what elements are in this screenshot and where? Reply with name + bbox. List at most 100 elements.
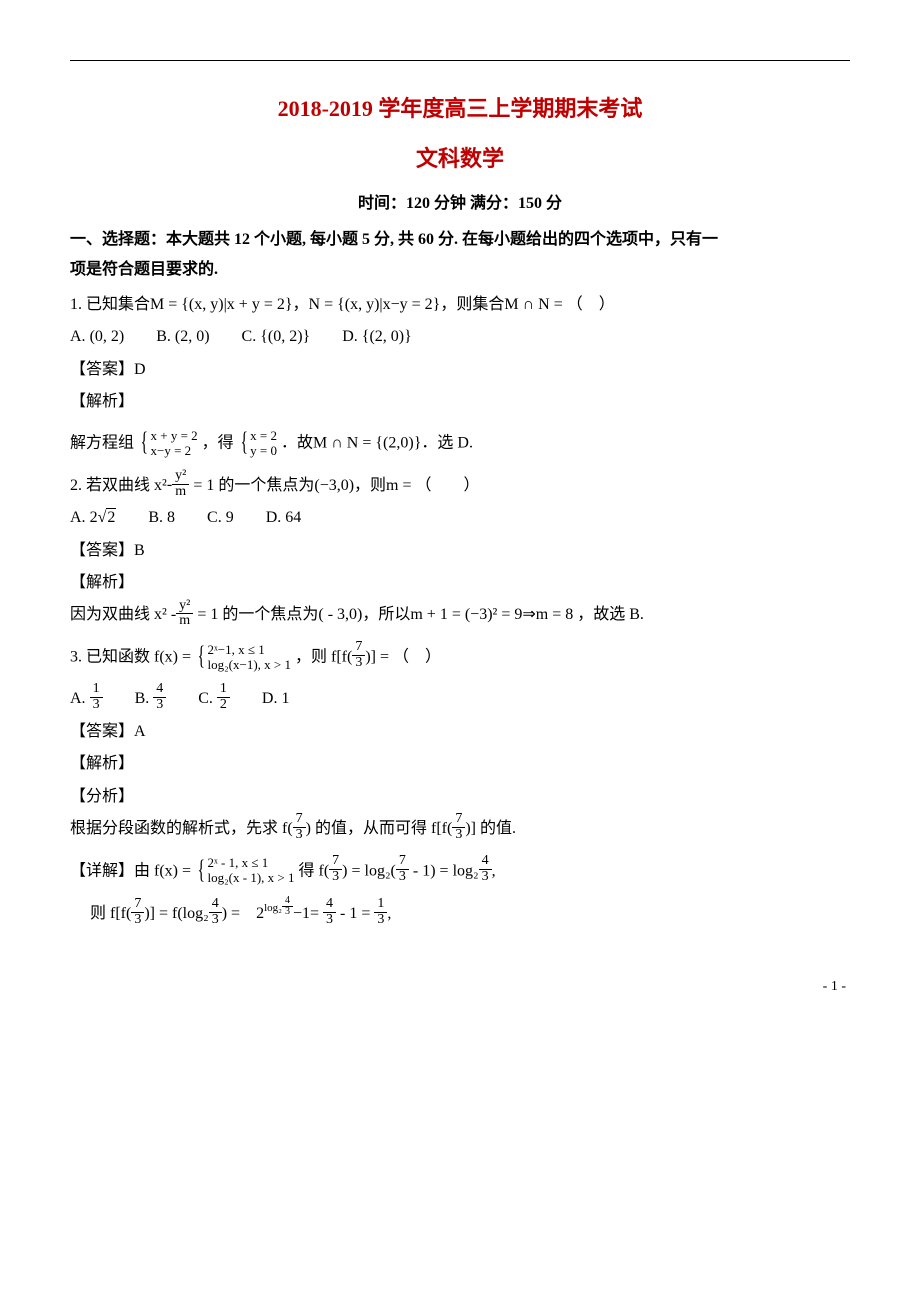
- q2-x2: x²: [154, 477, 167, 494]
- q3-det-log-post: - 1): [409, 862, 436, 879]
- q3-det-fx: f(x) =: [154, 862, 191, 879]
- q3-ana-f2-post: )]: [465, 820, 476, 837]
- q3-case2: log₂(x−1), x > 1: [208, 658, 291, 673]
- q1-optB: (2, 0): [175, 328, 210, 345]
- q1-exp-mid: ，得: [202, 435, 234, 452]
- q3-stem: 3. 已知函数 f(x) = {2ˣ−1, x ≤ 1log₂(x−1), x …: [70, 633, 850, 682]
- q2-optA: 2: [90, 509, 98, 526]
- q3-optA: 13: [90, 682, 103, 712]
- q1-answer: 【答案】D: [70, 355, 850, 385]
- q3-case1: 2ˣ−1, x ≤ 1: [208, 643, 291, 658]
- q3-cases: {2ˣ−1, x ≤ 1log₂(x−1), x > 1: [195, 633, 291, 682]
- q3-l2-pow-exp-pre: log₂: [264, 902, 282, 914]
- q3-l2-ff-pre: f[f(: [110, 905, 131, 922]
- q1-optC: {(0, 2)}: [260, 328, 310, 345]
- q2-sqrt-rad: 2: [106, 508, 116, 526]
- q3-det-log-den: 3: [396, 870, 409, 885]
- q3-l2-ff-den: 3: [131, 913, 144, 928]
- q3-l2-pre: 则: [90, 905, 106, 922]
- title-main: 2018-2019 学年度高三上学期期末考试: [70, 91, 850, 123]
- q3-det-log2-pre: log₂: [453, 862, 479, 879]
- q2-explain: 因为双曲线 x² -y²m = 1 的一个焦点为( - 3,0)，所以m + 1…: [70, 600, 850, 631]
- q3-l2-eq1: =: [159, 905, 168, 922]
- q3-ff-num: 7: [352, 640, 365, 656]
- q3-ana-tail: 的值.: [480, 820, 516, 837]
- q3-analyze-h: 【分析】: [70, 782, 850, 812]
- q1-explain-h: 【解析】: [70, 387, 850, 417]
- q3-det-f73-den: 3: [329, 870, 342, 885]
- q2-sqrt: 2: [98, 503, 117, 533]
- q3-l2-r2-frac: 13: [374, 897, 387, 927]
- q3-l2-flog-num: 4: [209, 897, 222, 913]
- q3-ff-den: 3: [352, 656, 365, 671]
- section-line1: 一、选择题：本大题共 12 个小题, 每小题 5 分, 共 60 分. 在每小题…: [70, 231, 718, 248]
- q3-mid: ，则: [295, 648, 327, 665]
- q3-l2-r2-den: 3: [374, 913, 387, 928]
- q3-explain-h: 【解析】: [70, 749, 850, 779]
- q2-exp-den: m: [176, 614, 193, 629]
- q2-exp-post: 的一个焦点为( - 3,0)，所以m + 1 = (−3)² = 9⇒m = 8…: [222, 606, 644, 623]
- q3-l2-ff-post: )]: [144, 905, 155, 922]
- q2-pre: 2. 若双曲线: [70, 477, 150, 494]
- q3-ana-f1-post: ): [306, 820, 311, 837]
- q1-exp-tail: ．故M ∩ N = {(2,0)}．选 D.: [281, 435, 473, 452]
- q3-det-c1: 2ˣ - 1, x ≤ 1: [208, 856, 295, 871]
- q3-ana-pre: 根据分段函数的解析式，先求: [70, 820, 278, 837]
- q3-optC: 12: [217, 682, 230, 712]
- q1-sys2: {x = 2y = 0: [238, 419, 277, 468]
- q3-l2-flog-pre: f(log₂: [172, 905, 209, 922]
- q2-num: y²: [172, 469, 189, 485]
- q3-det-comma: ,: [492, 862, 496, 879]
- q1-optA: (0, 2): [90, 328, 125, 345]
- q1-sys1: {x + y = 2x−y = 2: [138, 419, 198, 468]
- q2-exp-pre: 因为双曲线: [70, 606, 150, 623]
- q2-optB: 8: [167, 509, 175, 526]
- section-line2: 项是符合题目要求的.: [70, 261, 218, 278]
- q3-det-c2: log₂(x - 1), x > 1: [208, 871, 295, 886]
- q3-det-f73-pre: f(: [319, 862, 330, 879]
- q3-ff-post: )] =: [365, 648, 389, 665]
- q3-ana-mid: 的值，从而可得: [315, 820, 427, 837]
- q3-optB-den: 3: [153, 698, 166, 713]
- q3-optC-den: 2: [217, 698, 230, 713]
- q3-ana-f2-num: 7: [452, 812, 465, 828]
- q3-det-eq2: =: [440, 862, 449, 879]
- q3-detail-l2: 则 f[f(73)] = f(log₂43) = 2log₂43−1= 43 -…: [70, 898, 850, 929]
- q3-analyze: 根据分段函数的解析式，先求 f(73) 的值，从而可得 f[f(73)] 的值.: [70, 814, 850, 845]
- q1-sys1-r2: x−y = 2: [151, 444, 198, 459]
- q3-l2-m1: −1=: [293, 905, 319, 922]
- page-number: - 1 -: [70, 979, 850, 995]
- q3-optB: 43: [153, 682, 166, 712]
- q3-fx: f(x) =: [154, 648, 191, 665]
- q3-l2-flog-frac: 43: [209, 897, 222, 927]
- q3-optD: 1: [281, 690, 289, 707]
- q3-pre: 3. 已知函数: [70, 648, 150, 665]
- q2-frac: y²m: [172, 469, 189, 499]
- q2-post: 的一个焦点为(−3,0)，则m = （ ）: [218, 477, 479, 494]
- q3-ana-f2-den: 3: [452, 828, 465, 843]
- q3-l2-flog-post: ) =: [222, 905, 240, 922]
- q2-answer: 【答案】B: [70, 536, 850, 566]
- q3-l2-r1-frac: 43: [323, 897, 336, 927]
- section-heading: 一、选择题：本大题共 12 个小题, 每小题 5 分, 共 60 分. 在每小题…: [70, 225, 850, 286]
- q1-sys2-r2: y = 0: [250, 444, 277, 459]
- top-rule: [70, 60, 850, 61]
- q3-l2-r2-num: 1: [374, 897, 387, 913]
- q2-exp-x2: x² -: [154, 606, 176, 623]
- q2-options: A. 22 B. 8 C. 9 D. 64: [70, 503, 850, 533]
- q2-optC: 9: [226, 509, 234, 526]
- q1-sys1-r1: x + y = 2: [151, 429, 198, 444]
- q3-det-cases: {2ˣ - 1, x ≤ 1log₂(x - 1), x > 1: [195, 847, 294, 896]
- q3-answer: 【答案】A: [70, 717, 850, 747]
- q2-explain-h: 【解析】: [70, 568, 850, 598]
- q3-options: A. 13 B. 43 C. 12 D. 1: [70, 684, 850, 715]
- q3-l2-ff-frac: 73: [131, 897, 144, 927]
- q3-det-f73-frac: 73: [329, 854, 342, 884]
- q3-ff-frac: 73: [352, 640, 365, 670]
- q3-det-h: 【详解】由: [70, 862, 150, 879]
- exam-meta: 时间：120 分钟 满分：150 分: [70, 189, 850, 213]
- q3-ana-f1-num: 7: [293, 812, 306, 828]
- q3-optA-den: 3: [90, 698, 103, 713]
- page: 2018-2019 学年度高三上学期期末考试 文科数学 时间：120 分钟 满分…: [0, 0, 920, 1035]
- q3-l2-flog-den: 3: [209, 913, 222, 928]
